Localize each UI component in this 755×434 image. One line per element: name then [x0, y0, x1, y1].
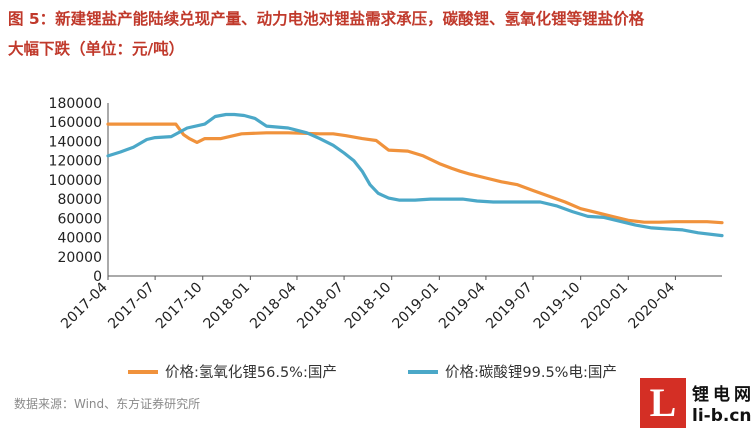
logo-domain: li-b.cn: [692, 406, 752, 426]
x-tick-label: 2020-01: [578, 280, 631, 333]
y-tick-label: 160000: [49, 115, 102, 131]
series-line-hydroxide: [106, 122, 724, 225]
x-tick-label: 2017-10: [153, 280, 206, 333]
y-tick-label: 0: [93, 269, 102, 285]
series-line-carbonate: [106, 112, 724, 238]
y-tick-label: 120000: [49, 154, 102, 170]
y-tick-label: 40000: [57, 231, 102, 247]
x-tick-label: 2020-04: [626, 279, 679, 332]
y-tick-label: 180000: [49, 96, 102, 112]
x-tick-label: 2018-01: [201, 280, 254, 333]
y-tick-label: 80000: [57, 192, 102, 208]
source-note: 数据来源：Wind、东方证券研究所: [14, 397, 201, 411]
logo-chinese-name: 锂电网: [692, 385, 755, 405]
logo-mark: L: [640, 378, 686, 428]
x-tick-label: 2018-10: [342, 280, 395, 333]
x-tick-label: 2019-01: [389, 280, 442, 333]
x-tick-label: 2018-04: [247, 279, 300, 332]
x-tick-labels: 2017-042017-072017-102018-012018-042018-…: [58, 276, 678, 332]
logo-letter: L: [649, 380, 677, 425]
x-tick-label: 2017-07: [105, 280, 158, 333]
chart-axes: [107, 103, 722, 277]
chart-legend: 价格:氢氧化锂56.5%:国产 价格:碳酸锂99.5%电:国产: [128, 364, 617, 381]
x-tick-label: 2019-07: [483, 280, 536, 333]
title-line-1: 图 5：新建锂盐产能陆续兑现产量、动力电池对锂盐需求承压，碳酸锂、氢氧化锂等锂盐…: [8, 10, 645, 28]
legend-label-carbonate: 价格:碳酸锂99.5%电:国产: [445, 364, 617, 381]
y-tick-label: 20000: [57, 250, 102, 266]
x-tick-label: 2019-04: [436, 279, 489, 332]
y-tick-labels: 0 20000 40000 60000 80000 100000 120000 140000 1…: [49, 96, 102, 285]
title-line-2: 大幅下跌（单位：元/吨）: [8, 40, 185, 58]
y-tick-label: 100000: [49, 173, 102, 189]
x-tick-label: 2018-07: [294, 280, 347, 333]
x-tick-label: 2019-10: [531, 280, 584, 333]
site-logo: L 锂电网 li-b.cn: [640, 376, 752, 432]
x-tick-label: 2017-04: [58, 279, 111, 332]
y-tick-label: 140000: [49, 134, 102, 150]
y-tick-label: 60000: [57, 211, 102, 227]
chart-title: 图 5：新建锂盐产能陆续兑现产量、动力电池对锂盐需求承压，碳酸锂、氢氧化锂等锂盐…: [8, 4, 743, 64]
legend-label-hydroxide: 价格:氢氧化锂56.5%:国产: [165, 364, 337, 381]
series-lines: [106, 112, 724, 238]
